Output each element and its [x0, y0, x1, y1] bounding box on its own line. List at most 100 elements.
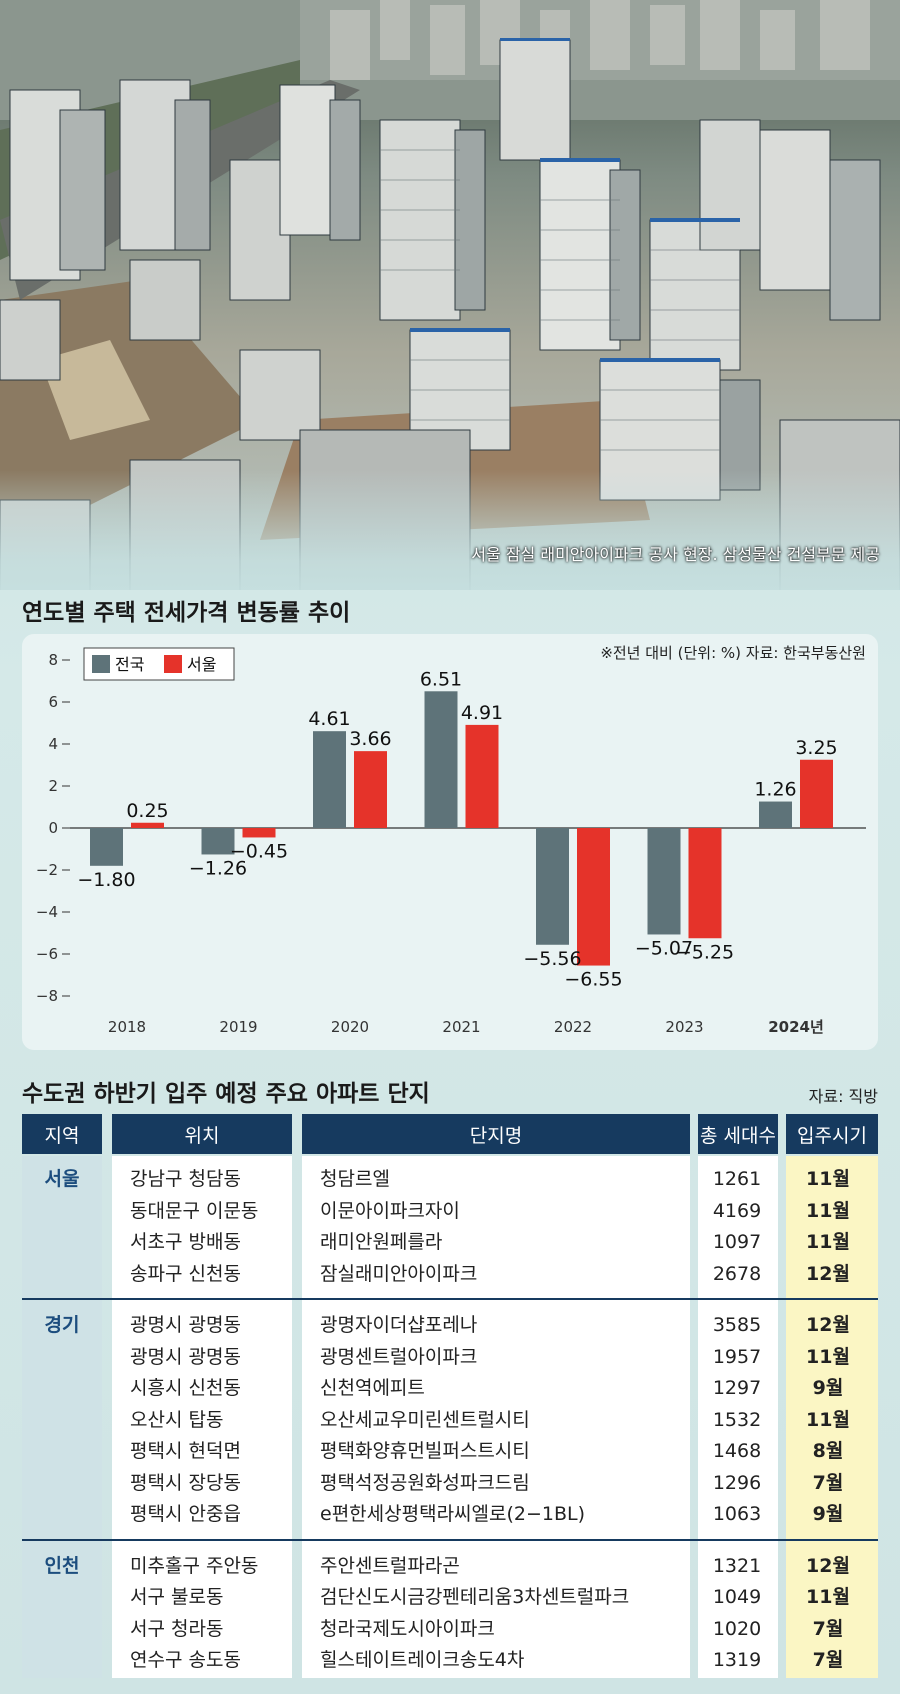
x-tick-label: 2020 [331, 1018, 369, 1036]
units-cell: 1532 [712, 1408, 762, 1431]
bar-seoul [242, 828, 276, 838]
complex-name-cell: 광명자이더샵포레나 [320, 1314, 478, 1336]
bar-chart: 8 6 4 2 0 −2 −4 −6 −8 −1.80 0.25 2018 −1.26−0.45 201… [36, 644, 866, 1036]
complex-name-cell: e편한세상평택라씨엘로(2−1BL) [320, 1503, 586, 1525]
bar-national [424, 691, 458, 828]
legend-swatch [164, 655, 182, 673]
location-cell: 평택시 장당동 [130, 1471, 241, 1494]
table-header: 지역 위치 단지명 총 세대수 입주시기 [22, 1114, 878, 1154]
complex-name-cell: 광명센트럴아이파크 [320, 1345, 478, 1368]
complex-name-cell: 검단신도시금강펜테리움3차센트럴파크 [320, 1586, 630, 1608]
data-label: 6.51 [420, 668, 462, 690]
name-column-bg [302, 1156, 690, 1678]
data-label: 4.91 [461, 702, 503, 724]
photo-fade [0, 470, 900, 590]
units-cell: 1468 [712, 1440, 762, 1462]
bar-national [201, 828, 235, 855]
location-cell: 평택시 현덕면 [130, 1440, 241, 1462]
data-label: 3.25 [795, 737, 837, 759]
x-tick-label: 2024년 [768, 1018, 824, 1036]
chart-note: ※전년 대비 (단위: %) 자료: 한국부동산원 [600, 644, 866, 662]
data-label: −0.45 [230, 840, 288, 862]
data-label: 1.26 [754, 779, 796, 801]
units-cell: 3585 [712, 1314, 762, 1336]
bar-national [90, 828, 123, 866]
table-row: 평택시 안중읍 e편한세상평택라씨엘로(2−1BL) 1063 9월 [22, 1499, 878, 1531]
group-divider [22, 1298, 878, 1300]
complex-name-cell: 청담르엘 [320, 1168, 390, 1190]
data-label: 3.66 [349, 728, 391, 750]
table-row: 평택시 장당동 평택석정공원화성파크드림 1296 7월 [22, 1468, 878, 1500]
table-source: 자료: 직방 [808, 1087, 878, 1106]
legend-label: 전국 [115, 655, 144, 674]
location-cell: 광명시 광명동 [130, 1314, 241, 1336]
table-row: 동대문구 이문동 이문아이파크자이 4169 11월 [22, 1196, 878, 1228]
x-tick-label: 2022 [554, 1018, 592, 1036]
chart-legend: 전국 서울 [83, 647, 235, 681]
bar-seoul [465, 724, 499, 828]
bar-seoul [800, 759, 833, 828]
location-cell: 오산시 탑동 [130, 1408, 224, 1431]
region-label: 서울 [44, 1168, 80, 1190]
complex-name-cell: 래미안원페를라 [320, 1231, 443, 1253]
move-in-date-cell: 9월 [812, 1503, 844, 1525]
location-cell: 서구 불로동 [130, 1586, 224, 1608]
complex-name-cell: 평택화양휴먼빌퍼스트시티 [320, 1440, 530, 1462]
location-cell: 서구 청라동 [130, 1617, 224, 1640]
y-tick-label: −2 [36, 861, 58, 879]
region-column-bg [22, 1156, 102, 1678]
y-tick-label: −8 [36, 987, 58, 1005]
move-in-date-cell: 7월 [812, 1617, 844, 1640]
bar-seoul [131, 822, 164, 828]
move-in-date-cell: 12월 [806, 1554, 850, 1577]
units-cell: 1297 [712, 1377, 762, 1399]
chart-panel: 8 6 4 2 0 −2 −4 −6 −8 −1.80 0.25 2018 −1.26 −0.45 201… [22, 634, 878, 1050]
bar-national [647, 828, 681, 935]
data-label: −5.07 [635, 937, 693, 959]
region-label: 경기 [44, 1314, 80, 1336]
table-row: 평택시 현덕면 평택화양휴먼빌퍼스트시티 1468 8월 [22, 1436, 878, 1468]
move-in-date-cell: 11월 [806, 1408, 850, 1431]
legend-label: 서울 [187, 655, 216, 674]
complex-name-cell: 잠실래미안아이파크 [320, 1262, 478, 1285]
header-name: 단지명 [302, 1114, 690, 1154]
group-divider [22, 1538, 878, 1541]
units-cell: 1063 [712, 1503, 762, 1525]
complex-name-cell: 오산세교우미린센트럴시티 [320, 1408, 530, 1431]
location-cell: 강남구 청담동 [130, 1168, 241, 1190]
location-cell: 광명시 광명동 [130, 1345, 241, 1368]
table-row: 광명시 광명동 광명센트럴아이파크 1957 11월 [22, 1342, 878, 1374]
table-row: 송파구 신천동 잠실래미안아이파크 2678 12월 [22, 1259, 878, 1291]
move-in-date-cell: 7월 [812, 1649, 844, 1671]
units-cell: 1319 [712, 1649, 762, 1671]
data-label: −5.25 [676, 941, 734, 963]
y-tick-label: 6 [48, 693, 58, 711]
move-in-date-cell: 11월 [806, 1345, 850, 1368]
header-region: 지역 [22, 1114, 102, 1154]
table-row: 미추홀구 주안동 주안센트럴파라곤 1321 12월 [22, 1551, 878, 1583]
complex-name-cell: 신천역에피트 [320, 1377, 425, 1399]
region-label: 인천 [44, 1554, 80, 1577]
bar-seoul [688, 828, 722, 939]
move-in-date-cell: 11월 [806, 1168, 850, 1190]
data-label: 4.61 [308, 708, 350, 730]
table-row: 강남구 청담동 청담르엘 1261 11월 [22, 1164, 878, 1196]
move-in-date-cell: 12월 [806, 1262, 850, 1285]
bar-national [759, 801, 792, 828]
complex-name-cell: 평택석정공원화성파크드림 [320, 1471, 530, 1494]
data-label: −1.80 [77, 869, 135, 891]
bar-seoul [577, 828, 610, 966]
y-tick-label: −4 [36, 903, 58, 921]
table-row: 서초구 방배동 래미안원페를라 1097 11월 [22, 1227, 878, 1259]
units-cell: 1020 [712, 1617, 762, 1640]
move-in-date-cell: 9월 [812, 1377, 844, 1399]
move-in-date-cell: 11월 [806, 1231, 850, 1253]
table-row: 서구 청라동 청라국제도시아이파크 1020 7월 [22, 1614, 878, 1646]
construction-site-photo: 서울 잠실 래미안아이파크 공사 현장. 삼성물산 건설부문 제공 [0, 0, 900, 590]
location-cell: 시흥시 신천동 [130, 1377, 241, 1399]
table-row: 시흥시 신천동 신천역에피트 1297 9월 [22, 1373, 878, 1405]
header-units: 총 세대수 [698, 1114, 778, 1154]
units-cell: 2678 [712, 1262, 762, 1285]
x-tick-label: 2019 [219, 1018, 257, 1036]
complex-name-cell: 힐스테이트레이크송도4차 [320, 1649, 525, 1671]
